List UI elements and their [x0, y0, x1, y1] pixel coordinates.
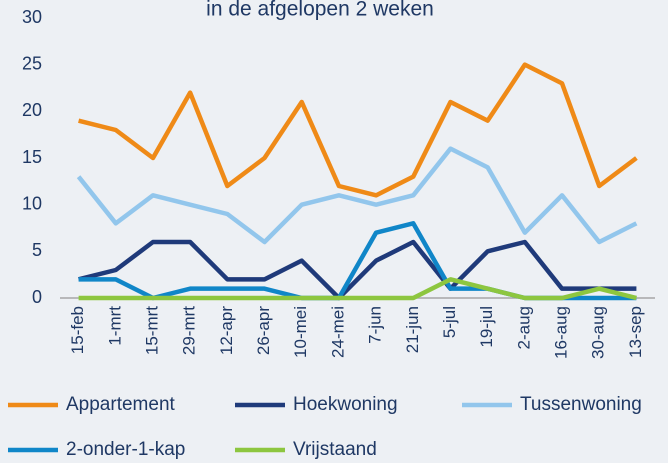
x-tick-label: 30-aug: [589, 306, 608, 359]
x-tick-label: 15-feb: [68, 306, 87, 354]
x-tick-label: 10-mei: [291, 306, 310, 358]
x-tick-label: 24-mei: [328, 306, 347, 358]
y-tick-label: 15: [22, 147, 42, 167]
series-line: [78, 277, 637, 301]
series-line: [78, 62, 638, 198]
legend-label: Appartement: [66, 394, 176, 415]
x-tick-label: 29-mrt: [180, 306, 199, 355]
x-tick-label: 26-apr: [254, 306, 273, 355]
x-tick-label: 2-aug: [514, 306, 533, 349]
x-tick-label: 19-jul: [477, 306, 496, 348]
x-tick-label: 5-jul: [440, 306, 459, 338]
legend-label: Hoekwoning: [293, 394, 398, 415]
y-tick-label: 5: [32, 240, 42, 260]
x-tick-label: 13-sep: [626, 306, 645, 358]
series-line: [76, 146, 638, 245]
series-line: [78, 239, 637, 301]
x-tick-label: 15-mrt: [142, 306, 161, 355]
legend-label: 2-onder-1-kap: [66, 439, 185, 460]
x-tick-label: 7-jun: [366, 306, 385, 344]
y-tick-label: 25: [22, 53, 42, 73]
y-tick-label: 30: [22, 7, 42, 27]
series-line: [78, 221, 637, 301]
x-tick-label: 21-jun: [403, 306, 422, 353]
x-tick-label: 16-aug: [552, 306, 571, 359]
y-tick-label: 10: [22, 193, 42, 213]
legend-label: Vrijstaand: [293, 439, 377, 460]
x-tick-label: 12-apr: [217, 306, 236, 355]
y-tick-label: 20: [22, 100, 42, 120]
chart-title: in de afgelopen 2 weken: [206, 0, 434, 21]
y-tick-label: 0: [32, 287, 42, 307]
legend-label: Tussenwoning: [520, 394, 642, 415]
x-tick-label: 1-mrt: [105, 306, 124, 346]
